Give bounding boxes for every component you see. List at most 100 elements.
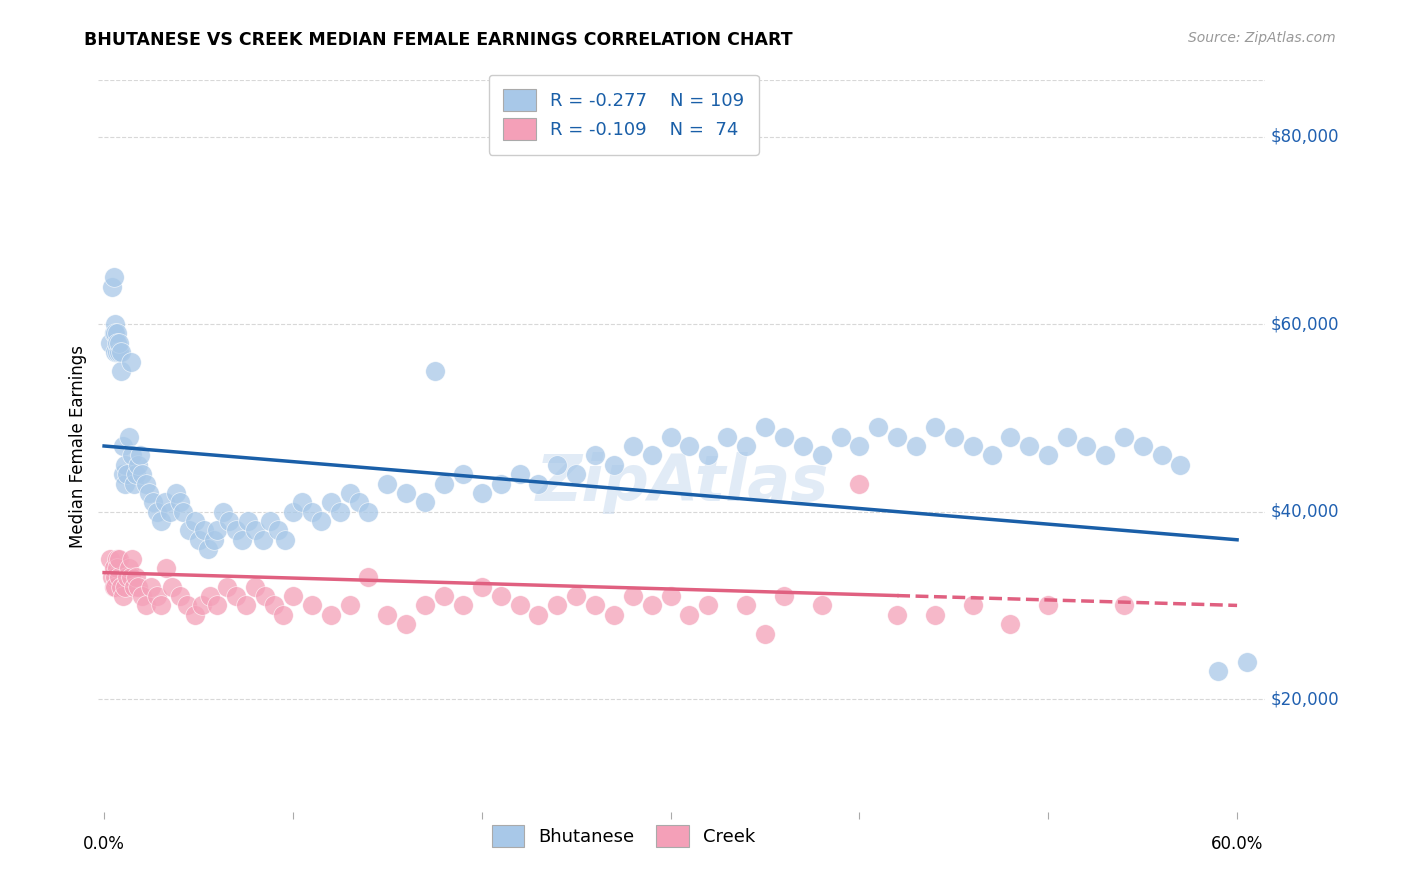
Point bbox=[886, 429, 908, 443]
Point bbox=[146, 505, 169, 519]
Point bbox=[281, 505, 304, 519]
Point bbox=[1094, 449, 1116, 463]
Point bbox=[243, 580, 266, 594]
Point bbox=[962, 439, 984, 453]
Point bbox=[155, 561, 177, 575]
Point bbox=[127, 458, 149, 472]
Text: ZipAtlas: ZipAtlas bbox=[536, 451, 828, 514]
Point bbox=[235, 599, 257, 613]
Point bbox=[215, 580, 238, 594]
Point bbox=[754, 626, 776, 640]
Point bbox=[1038, 449, 1060, 463]
Point bbox=[792, 439, 814, 453]
Point bbox=[110, 580, 132, 594]
Point bbox=[329, 505, 352, 519]
Point bbox=[114, 458, 136, 472]
Point bbox=[848, 439, 870, 453]
Point bbox=[207, 599, 229, 613]
Point bbox=[621, 589, 644, 603]
Point bbox=[207, 524, 229, 538]
Y-axis label: Median Female Earnings: Median Female Earnings bbox=[69, 344, 87, 548]
Point bbox=[339, 486, 361, 500]
Point bbox=[659, 429, 682, 443]
Point bbox=[641, 599, 664, 613]
Point bbox=[103, 326, 125, 341]
Point bbox=[114, 580, 136, 594]
Point bbox=[924, 607, 946, 622]
Point bbox=[471, 580, 494, 594]
Point bbox=[1236, 655, 1258, 669]
Point bbox=[942, 429, 965, 443]
Point bbox=[413, 495, 436, 509]
Point bbox=[678, 439, 700, 453]
Point bbox=[159, 505, 181, 519]
Point bbox=[319, 607, 342, 622]
Text: $20,000: $20,000 bbox=[1271, 690, 1340, 708]
Point bbox=[830, 429, 852, 443]
Point bbox=[100, 570, 122, 584]
Point bbox=[135, 476, 157, 491]
Point bbox=[108, 335, 131, 350]
Point bbox=[111, 439, 134, 453]
Point bbox=[1000, 429, 1022, 443]
Point bbox=[105, 561, 128, 575]
Point bbox=[104, 580, 127, 594]
Point bbox=[527, 476, 550, 491]
Point bbox=[527, 607, 550, 622]
Point bbox=[319, 495, 342, 509]
Point bbox=[962, 599, 984, 613]
Point bbox=[198, 589, 221, 603]
Point bbox=[108, 345, 131, 359]
Point bbox=[697, 449, 720, 463]
Point bbox=[1018, 439, 1040, 453]
Point bbox=[124, 580, 146, 594]
Point bbox=[103, 580, 125, 594]
Point bbox=[149, 599, 172, 613]
Text: $40,000: $40,000 bbox=[1271, 503, 1340, 521]
Point bbox=[252, 533, 274, 547]
Point bbox=[678, 607, 700, 622]
Point bbox=[546, 599, 568, 613]
Point bbox=[120, 354, 142, 368]
Point bbox=[1074, 439, 1097, 453]
Point bbox=[243, 524, 266, 538]
Point bbox=[565, 467, 588, 482]
Point bbox=[735, 599, 758, 613]
Point bbox=[451, 599, 474, 613]
Point bbox=[641, 449, 664, 463]
Point bbox=[117, 429, 139, 443]
Point bbox=[357, 570, 380, 584]
Point bbox=[225, 524, 247, 538]
Text: 0.0%: 0.0% bbox=[83, 835, 125, 853]
Point bbox=[489, 476, 512, 491]
Point bbox=[583, 599, 606, 613]
Point bbox=[121, 449, 143, 463]
Point bbox=[281, 589, 304, 603]
Point bbox=[135, 599, 157, 613]
Point bbox=[697, 599, 720, 613]
Point bbox=[115, 570, 138, 584]
Point bbox=[1000, 617, 1022, 632]
Point bbox=[659, 589, 682, 603]
Point bbox=[108, 570, 131, 584]
Point bbox=[98, 335, 121, 350]
Point bbox=[100, 279, 122, 293]
Point bbox=[114, 476, 136, 491]
Point bbox=[810, 599, 832, 613]
Point bbox=[117, 561, 139, 575]
Point bbox=[433, 589, 456, 603]
Point bbox=[603, 458, 626, 472]
Point bbox=[187, 533, 209, 547]
Point bbox=[212, 505, 235, 519]
Point bbox=[263, 599, 285, 613]
Point bbox=[169, 495, 191, 509]
Point bbox=[583, 449, 606, 463]
Point bbox=[125, 467, 148, 482]
Point bbox=[131, 467, 153, 482]
Point bbox=[309, 514, 332, 528]
Point bbox=[339, 599, 361, 613]
Point bbox=[172, 505, 194, 519]
Point bbox=[105, 345, 128, 359]
Point bbox=[1056, 429, 1078, 443]
Point bbox=[375, 476, 398, 491]
